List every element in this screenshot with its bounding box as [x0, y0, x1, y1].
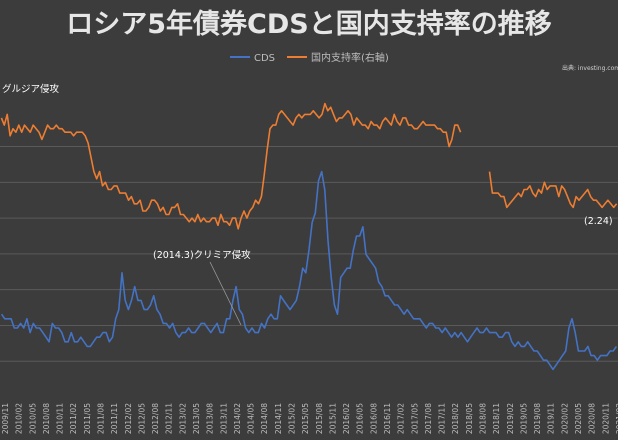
x-tick-label: 2020/08: [588, 403, 597, 434]
x-tick-label: 2020/05: [574, 403, 583, 434]
x-tick-label: 2015/11: [328, 403, 337, 434]
x-tick-label: 2020/02: [560, 403, 569, 434]
x-tick-label: 2018/05: [465, 403, 474, 434]
x-tick-label: 2015/02: [287, 403, 296, 434]
x-tick-label: 2019/05: [519, 403, 528, 434]
chart-title: ロシア5年債券CDSと国内支持率の推移: [66, 8, 551, 40]
x-tick-label: 2011/08: [96, 403, 105, 434]
series-layer: [0, 102, 618, 371]
x-tick-label: 2014/05: [247, 403, 256, 434]
legend-label-cds: CDS: [254, 53, 275, 64]
x-tick-label: 2010/05: [28, 403, 37, 434]
x-tick-label: 2014/02: [233, 403, 242, 434]
x-tick-label: 2012/05: [137, 403, 146, 434]
x-tick-label: 2014/08: [260, 403, 269, 434]
x-tick-label: 2010/11: [56, 403, 65, 434]
x-tick-label: 2018/11: [492, 403, 501, 434]
gridlines: [0, 146, 618, 362]
x-tick-label: 2020/11: [601, 403, 610, 434]
x-tick-label: 2015/08: [315, 403, 324, 434]
x-tick-label: 2019/02: [506, 403, 515, 434]
x-axis-ticks: 2009/11 2010/02 2010/05 2010/08 2010/11 2011/…: [1, 403, 618, 434]
x-tick-label: 2017/02: [397, 403, 406, 434]
x-tick-label: 2012/11: [165, 403, 174, 434]
annotation-georgia: グルジア侵攻: [2, 83, 60, 95]
x-tick-label: 2010/08: [42, 403, 51, 434]
x-tick-label: 2013/02: [178, 403, 187, 434]
x-tick-label: 2012/02: [124, 403, 133, 434]
x-tick-label: 2009/11: [1, 403, 10, 434]
x-tick-label: 2015/05: [301, 403, 310, 434]
x-tick-label: 2011/05: [83, 403, 92, 434]
x-tick-label: 2019/08: [533, 403, 542, 434]
source-note: 出典: investing.com: [562, 64, 618, 72]
crimea-leader-line: [209, 261, 242, 326]
x-tick-label: 2011/11: [110, 403, 119, 434]
x-tick-label: 2017/08: [424, 403, 433, 434]
x-tick-label: 2012/08: [151, 403, 160, 434]
x-tick-label: 2016/08: [369, 403, 378, 434]
legend-label-approval: 国内支持率(右軸): [311, 51, 389, 64]
x-tick-label: 2013/08: [206, 403, 215, 434]
x-tick-label: 2017/11: [438, 403, 447, 434]
x-tick-label: 2016/05: [356, 403, 365, 434]
annotation-crimea: (2014.3)クリミア侵攻: [153, 249, 251, 261]
x-tick-label: 2018/08: [478, 403, 487, 434]
x-tick-label: 2010/02: [15, 403, 24, 434]
x-tick-label: 2014/11: [274, 403, 283, 434]
series-line-cds: [0, 170, 618, 371]
x-tick-label: 2016/02: [342, 403, 351, 434]
annotation-last-value: (2.24): [584, 216, 613, 227]
series-line-approval: [0, 102, 618, 230]
x-tick-label: 2011/02: [69, 403, 78, 434]
x-tick-label: 2019/11: [547, 403, 556, 434]
legend: CDS 国内支持率(右軸): [230, 51, 389, 64]
x-tick-label: 2018/02: [451, 403, 460, 434]
x-tick-label: 2013/11: [219, 403, 228, 434]
x-tick-label: 2021/02: [615, 403, 618, 434]
x-tick-label: 2013/05: [192, 403, 201, 434]
x-tick-label: 2017/05: [410, 403, 419, 434]
x-tick-label: 2016/11: [383, 403, 392, 434]
